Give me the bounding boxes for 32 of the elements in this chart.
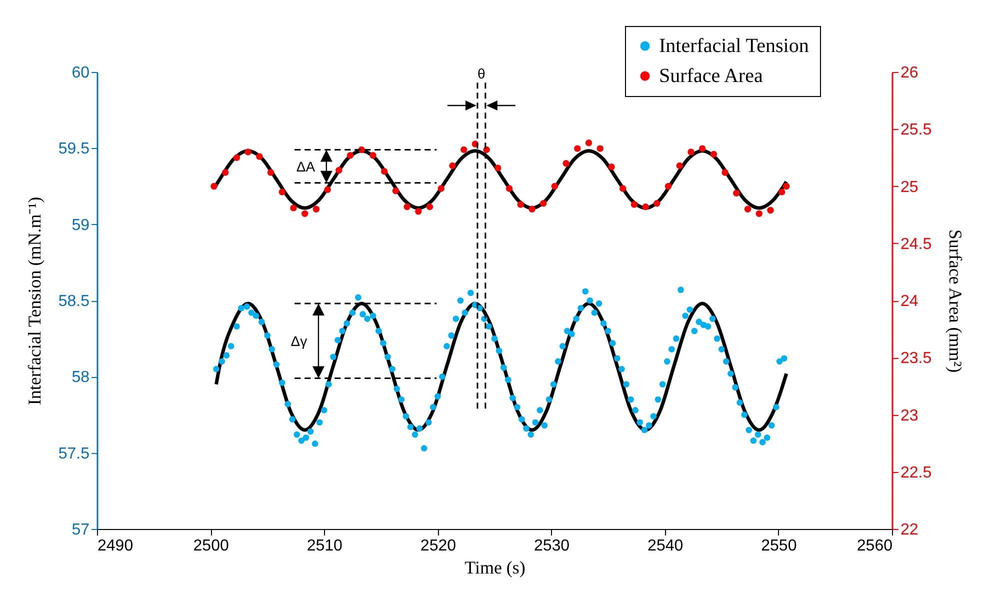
annotation: θ: [478, 66, 486, 82]
x-tick-label: 2490: [98, 538, 134, 554]
x-tick-label: 2550: [761, 538, 797, 554]
y2-tick-label: 22.5: [900, 464, 932, 482]
y-tick-label: 58: [72, 369, 90, 386]
y-tick-label: 57.5: [58, 445, 90, 462]
y-axis-title: Interfacial Tension (mN.m⁻¹): [24, 196, 44, 406]
annotation: ΔA: [296, 158, 316, 174]
x-tick-label: 2500: [193, 538, 229, 554]
y2-tick-label: 23: [900, 407, 918, 424]
x-tick-label: 2540: [648, 538, 684, 554]
y2-tick-label: 25.5: [900, 122, 932, 139]
y-tick-label: 59: [72, 216, 90, 234]
y2-axis-title: Surface Area (mm²): [946, 229, 966, 373]
legend-label: Interfacial Tension: [659, 35, 809, 57]
y2-tick-label: 25: [900, 178, 918, 196]
x-axis-title: Time (s): [464, 558, 526, 578]
y2-tick-label: 24.5: [900, 236, 932, 253]
x-tick-label: 2560: [856, 538, 893, 554]
y-tick-label: 58.5: [58, 293, 90, 310]
y2-tick-label: 22: [900, 522, 918, 538]
y-tick-label: 57: [72, 522, 90, 538]
y2-tick-label: 26: [900, 64, 918, 82]
y2-tick-label: 24: [900, 293, 918, 310]
annotation: Δγ: [290, 332, 308, 349]
x-tick-label: 2520: [420, 538, 456, 554]
x-tick-label: 2530: [534, 538, 570, 554]
legend-label: Surface Area: [659, 65, 763, 87]
x-tick-label: 2510: [306, 538, 343, 554]
y-tick-label: 59.5: [58, 140, 90, 158]
y2-tick-label: 23.5: [900, 350, 932, 368]
y-tick-label: 60: [72, 64, 90, 82]
